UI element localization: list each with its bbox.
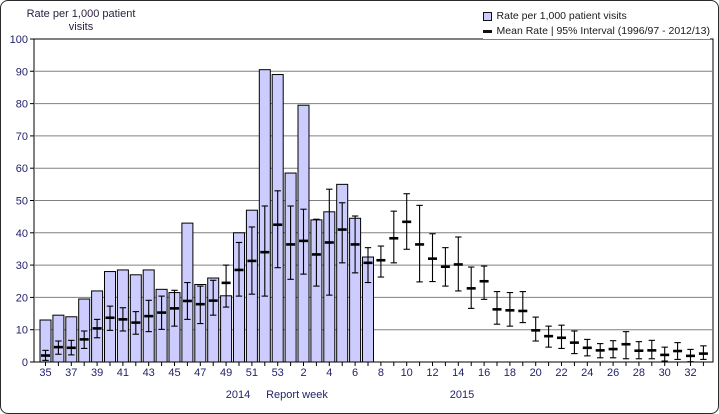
x-tick-label: 26 — [607, 367, 619, 379]
legend: Rate per 1,000 patient visits Mean Rate … — [482, 9, 710, 39]
y-tick-label: 100 — [10, 34, 28, 46]
x-tick-label: 12 — [426, 367, 438, 379]
y-tick-label: 90 — [16, 66, 28, 78]
x-tick-label: 30 — [659, 367, 671, 379]
y-axis-title-line1: Rate per 1,000 patient — [26, 8, 136, 20]
legend-item-bars: Rate per 1,000 patient visits — [482, 9, 710, 24]
legend-label-mean: Mean Rate | 95% Interval (1996/97 - 2012… — [496, 25, 710, 37]
x-tick-label: 10 — [401, 367, 413, 379]
x-tick-label: 4 — [326, 367, 332, 379]
x-tick-label: 8 — [378, 367, 384, 379]
mean-dash-icon — [482, 30, 492, 33]
y-tick-label: 0 — [22, 357, 28, 369]
y-tick-label: 40 — [16, 228, 28, 240]
y-tick-label: 50 — [16, 196, 28, 208]
x-tick-label: 37 — [65, 367, 77, 379]
y-tick-label: 60 — [16, 163, 28, 175]
x-tick-label: 41 — [117, 367, 129, 379]
y-axis-title-line2: visits — [68, 21, 94, 33]
x-tick-label: 45 — [168, 367, 180, 379]
legend-label-bars: Rate per 1,000 patient visits — [496, 10, 627, 22]
x-tick-label: 18 — [504, 367, 516, 379]
x-tick-label: 22 — [555, 367, 567, 379]
x-tick-label: 35 — [39, 367, 51, 379]
y-tick-label: 10 — [16, 325, 28, 337]
legend-item-mean: Mean Rate | 95% Interval (1996/97 - 2012… — [482, 24, 710, 39]
x-tick-label: 14 — [452, 367, 464, 379]
x-axis-year-2015: 2015 — [449, 389, 475, 401]
bar — [52, 314, 65, 363]
x-tick-label: 2 — [300, 367, 306, 379]
x-tick-label: 28 — [633, 367, 645, 379]
x-tick-label: 32 — [684, 367, 696, 379]
x-tick-label: 39 — [91, 367, 103, 379]
x-tick-label: 53 — [272, 367, 284, 379]
x-tick-label: 24 — [581, 367, 593, 379]
x-tick-label: 16 — [478, 367, 490, 379]
y-tick-label: 30 — [16, 260, 28, 272]
y-tick-label: 80 — [16, 99, 28, 111]
x-tick-label: 20 — [530, 367, 542, 379]
y-axis-title: Rate per 1,000 patient visits — [7, 8, 155, 34]
x-axis-title: Report week — [266, 389, 328, 401]
x-tick-label: 51 — [246, 367, 258, 379]
bar-swatch-icon — [482, 12, 492, 21]
x-tick-label: 47 — [194, 367, 206, 379]
x-tick-label: 6 — [352, 367, 358, 379]
y-tick-label: 70 — [16, 131, 28, 143]
x-tick-label: 43 — [143, 367, 155, 379]
x-tick-label: 49 — [220, 367, 232, 379]
y-tick-label: 20 — [16, 292, 28, 304]
x-axis-year-2014: 2014 — [225, 389, 251, 401]
